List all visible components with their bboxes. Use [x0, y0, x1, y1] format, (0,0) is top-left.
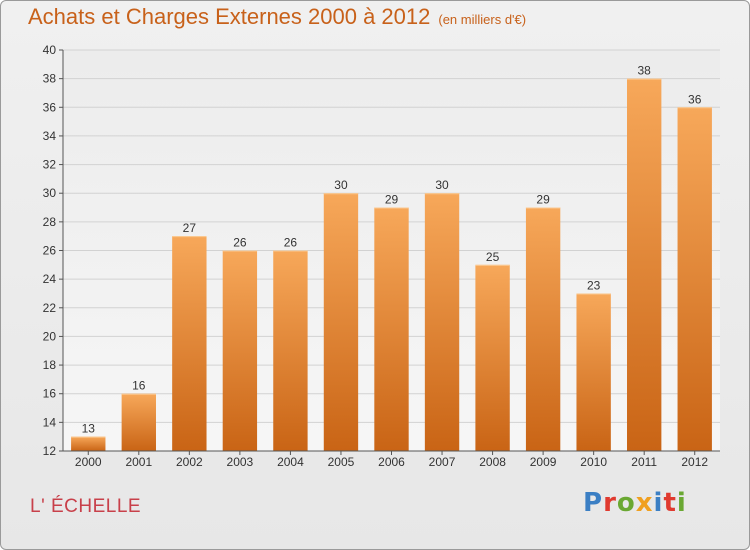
x-tick-label: 2000: [75, 455, 102, 469]
y-tick-label: 20: [43, 329, 57, 343]
y-tick-label: 16: [43, 387, 57, 401]
y-tick-label: 22: [43, 301, 57, 315]
y-axis: 12 14 16 18 20 22 24 26 28 30 32 34 36 38 40: [43, 43, 64, 458]
chart-subtitle: (en milliers d'€): [438, 12, 527, 27]
data-label: 29: [385, 193, 399, 207]
x-tick-label: 2009: [530, 455, 557, 469]
x-tick-label: 2010: [580, 455, 607, 469]
x-tick-label: 2005: [328, 455, 355, 469]
commune-label: L' ÉCHELLE: [30, 496, 142, 517]
data-label: 38: [638, 64, 652, 78]
x-tick-label: 2002: [176, 455, 203, 469]
bars: 13 16 27 26 26 30 29 30 25 29 23 38 36: [71, 64, 712, 452]
proxiti-logo: Proxiti: [583, 488, 687, 518]
logo-letter: P: [583, 488, 604, 518]
bar: [627, 78, 662, 452]
bar: [677, 107, 712, 452]
logo-letter: i: [676, 488, 687, 518]
bar: [323, 193, 359, 451]
data-label: 25: [486, 250, 500, 264]
data-label: 26: [233, 236, 247, 250]
data-label: 16: [132, 379, 146, 393]
data-label: 27: [183, 221, 197, 235]
bar: [374, 207, 409, 451]
x-tick-label: 2004: [277, 455, 304, 469]
chart-title-block: Achats et Charges Externes 2000 à 2012 (e…: [28, 4, 526, 30]
y-tick-label: 34: [43, 129, 57, 143]
logo-letter: t: [663, 488, 677, 518]
y-tick-label: 38: [43, 72, 57, 86]
x-tick-label: 2012: [681, 455, 708, 469]
logo-letter: r: [603, 488, 617, 518]
x-axis: 2000 2001 2002 2003 2004 2005 2006 2007 2008 2009…: [63, 450, 720, 469]
y-tick-label: 28: [43, 215, 57, 229]
y-tick-label: 12: [43, 444, 57, 458]
data-label: 13: [82, 422, 96, 436]
x-tick-label: 2006: [378, 455, 405, 469]
chart-title: Achats et Charges Externes 2000 à 2012: [28, 4, 431, 29]
y-tick-label: 18: [43, 358, 57, 372]
bar: [121, 393, 156, 451]
y-tick-label: 36: [43, 100, 57, 114]
y-tick-label: 14: [43, 415, 57, 429]
x-tick-label: 2003: [227, 455, 254, 469]
bar: [71, 436, 106, 451]
bar: [273, 250, 308, 451]
logo-letter: i: [653, 488, 664, 518]
bar: [424, 193, 460, 451]
y-tick-label: 24: [43, 272, 57, 286]
y-tick-label: 40: [43, 43, 57, 57]
data-label: 29: [536, 193, 550, 207]
bar: [576, 293, 611, 451]
bar: [525, 207, 561, 451]
x-tick-label: 2007: [429, 455, 456, 469]
y-tick-label: 26: [43, 244, 57, 258]
data-label: 30: [334, 178, 348, 192]
data-label: 26: [284, 236, 298, 250]
x-tick-label: 2011: [631, 455, 657, 469]
y-tick-label: 32: [43, 158, 57, 172]
x-tick-label: 2008: [479, 455, 506, 469]
data-label: 36: [688, 92, 702, 106]
logo-letter: o: [616, 488, 636, 518]
bar: [222, 250, 258, 451]
y-tick-label: 30: [43, 186, 57, 200]
x-tick-label: 2001: [125, 455, 152, 469]
data-label: 30: [435, 178, 449, 192]
logo-letter: x: [635, 488, 654, 518]
bar: [172, 236, 207, 451]
bar: [475, 264, 510, 451]
data-label: 23: [587, 278, 601, 292]
